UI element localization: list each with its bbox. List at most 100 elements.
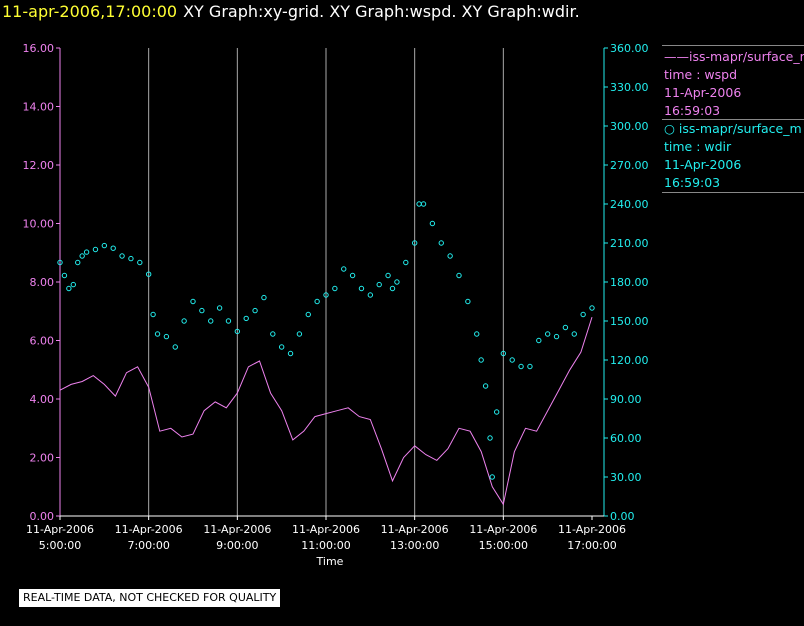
y-right-tick-label: 180.00 — [610, 276, 649, 289]
series-wdir-point — [358, 285, 365, 292]
series-wdir-point — [416, 201, 422, 207]
x-tick-time: 7:00:00 — [127, 539, 169, 552]
series-wdir-point — [394, 279, 400, 285]
y-right-tick-label: 330.00 — [610, 81, 649, 94]
series-wdir-point — [447, 253, 453, 259]
series-wdir-point — [305, 311, 311, 318]
x-tick-time: 5:00:00 — [39, 539, 81, 552]
series-wdir-point — [243, 315, 249, 322]
series-wdir-point — [571, 331, 577, 337]
series-wdir-point — [75, 259, 81, 266]
series-wdir-point — [190, 298, 196, 305]
series-wdir-point — [208, 318, 214, 324]
series-wdir-point — [261, 294, 267, 301]
y-right-tick-label: 360.00 — [610, 42, 649, 55]
series-wdir-point — [145, 271, 152, 277]
series-wdir-point — [79, 253, 85, 259]
series-wdir-point — [119, 253, 125, 259]
series-wdir-point — [278, 344, 285, 350]
series-wdir-point — [509, 357, 515, 363]
series-wdir-point — [252, 307, 258, 314]
x-tick-time: 9:00:00 — [216, 539, 258, 552]
series-wdir-point — [500, 350, 507, 357]
series-wdir-point — [110, 245, 116, 251]
series-wdir-point — [562, 324, 569, 331]
series-wdir-point — [199, 307, 205, 314]
series-wdir-point — [332, 285, 338, 292]
series-wdir-point — [314, 298, 320, 305]
y-left-tick-label: 10.00 — [23, 218, 55, 231]
series-wdir-point — [478, 357, 484, 363]
series-wdir-point — [367, 292, 374, 298]
y-right-tick-label: 90.00 — [610, 393, 642, 406]
series-wdir-point — [438, 240, 444, 246]
legend-wdir-time: 16:59:03 — [664, 175, 721, 190]
series-wdir-point — [101, 242, 108, 249]
legend-wdir-source-text: iss-mapr/surface_m — [678, 121, 802, 136]
y-right-tick-label: 300.00 — [610, 120, 649, 133]
series-wdir-point — [163, 333, 170, 340]
series-wdir-point — [518, 363, 524, 370]
series-wdir-point — [580, 311, 586, 318]
series-wdir-point — [536, 337, 542, 344]
header-bar: 11-apr-2006,17:00:00 XY Graph:xy-grid. XY… — [0, 0, 804, 26]
y-left-tick-label: 16.00 — [23, 42, 55, 55]
series-wdir-point — [544, 331, 551, 337]
series-wdir-point — [403, 259, 409, 266]
legend-divider-middle — [662, 119, 804, 120]
series-wdir-point — [216, 305, 223, 311]
legend-wspd-marker: —— — [664, 49, 689, 64]
series-wdir-point — [323, 292, 329, 298]
legend-wspd-source-text: iss-mapr/surface_m — [689, 49, 804, 64]
x-tick-date: 11-Apr-2006 — [558, 523, 626, 536]
series-wdir-point — [527, 363, 533, 370]
y-left-tick-label: 8.00 — [30, 276, 55, 289]
series-wdir-point — [429, 220, 436, 227]
y-right-tick-label: 60.00 — [610, 432, 642, 445]
x-tick-date: 11-Apr-2006 — [26, 523, 94, 536]
series-wdir-point — [493, 409, 500, 415]
legend-wdir-variable: time : wdir — [664, 139, 732, 154]
series-wdir-point — [225, 318, 232, 324]
legend-wspd-source: ——iss-mapr/surface_m — [664, 48, 804, 66]
legend-divider-top — [662, 45, 804, 46]
quality-disclaimer: REAL-TIME DATA, NOT CHECKED FOR QUALITY — [19, 589, 281, 607]
x-axis-label: Time — [316, 555, 344, 568]
y-right-tick-label: 240.00 — [610, 198, 649, 211]
series-wdir-point — [150, 311, 156, 318]
legend-wspd-time: 16:59:03 — [664, 103, 721, 118]
series-wdir-point — [287, 350, 294, 357]
series-wdir-point — [420, 201, 427, 207]
series-wdir-point — [128, 255, 134, 262]
legend-wdir-marker: ○ — [664, 121, 675, 136]
series-wdir-point — [489, 474, 495, 480]
y-right-tick-label: 120.00 — [610, 354, 649, 367]
x-tick-time: 11:00:00 — [301, 539, 350, 552]
x-tick-date: 11-Apr-2006 — [203, 523, 271, 536]
header-time: 11-apr-2006,17:00:00 — [2, 2, 178, 21]
x-tick-date: 11-Apr-2006 — [469, 523, 537, 536]
series-wdir-point — [553, 333, 560, 340]
y-left-tick-label: 4.00 — [30, 393, 55, 406]
y-left-tick-label: 2.00 — [30, 452, 55, 465]
x-tick-date: 11-Apr-2006 — [292, 523, 360, 536]
series-wdir-point — [172, 344, 178, 350]
series-wdir-point — [70, 281, 77, 288]
series-wdir-point — [465, 298, 471, 305]
x-tick-date: 11-Apr-2006 — [115, 523, 183, 536]
series-wdir-point — [385, 272, 391, 279]
series-wdir-point — [83, 249, 90, 255]
series-wdir-point — [411, 240, 418, 246]
series-wdir-point — [57, 259, 63, 266]
series-wdir-point — [474, 331, 480, 337]
legend-wspd-date: 11-Apr-2006 — [664, 85, 742, 100]
legend-entry-wdir: ○ iss-mapr/surface_m time : wdir 11-Apr-… — [664, 120, 804, 192]
series-wdir-point — [234, 328, 241, 335]
x-tick-date: 11-Apr-2006 — [381, 523, 449, 536]
y-left-tick-label: 6.00 — [30, 335, 55, 348]
series-wdir-point — [589, 305, 595, 311]
series-wdir-point — [181, 318, 187, 324]
series-wdir-point — [482, 383, 489, 389]
y-left-tick-label: 0.00 — [30, 510, 55, 523]
